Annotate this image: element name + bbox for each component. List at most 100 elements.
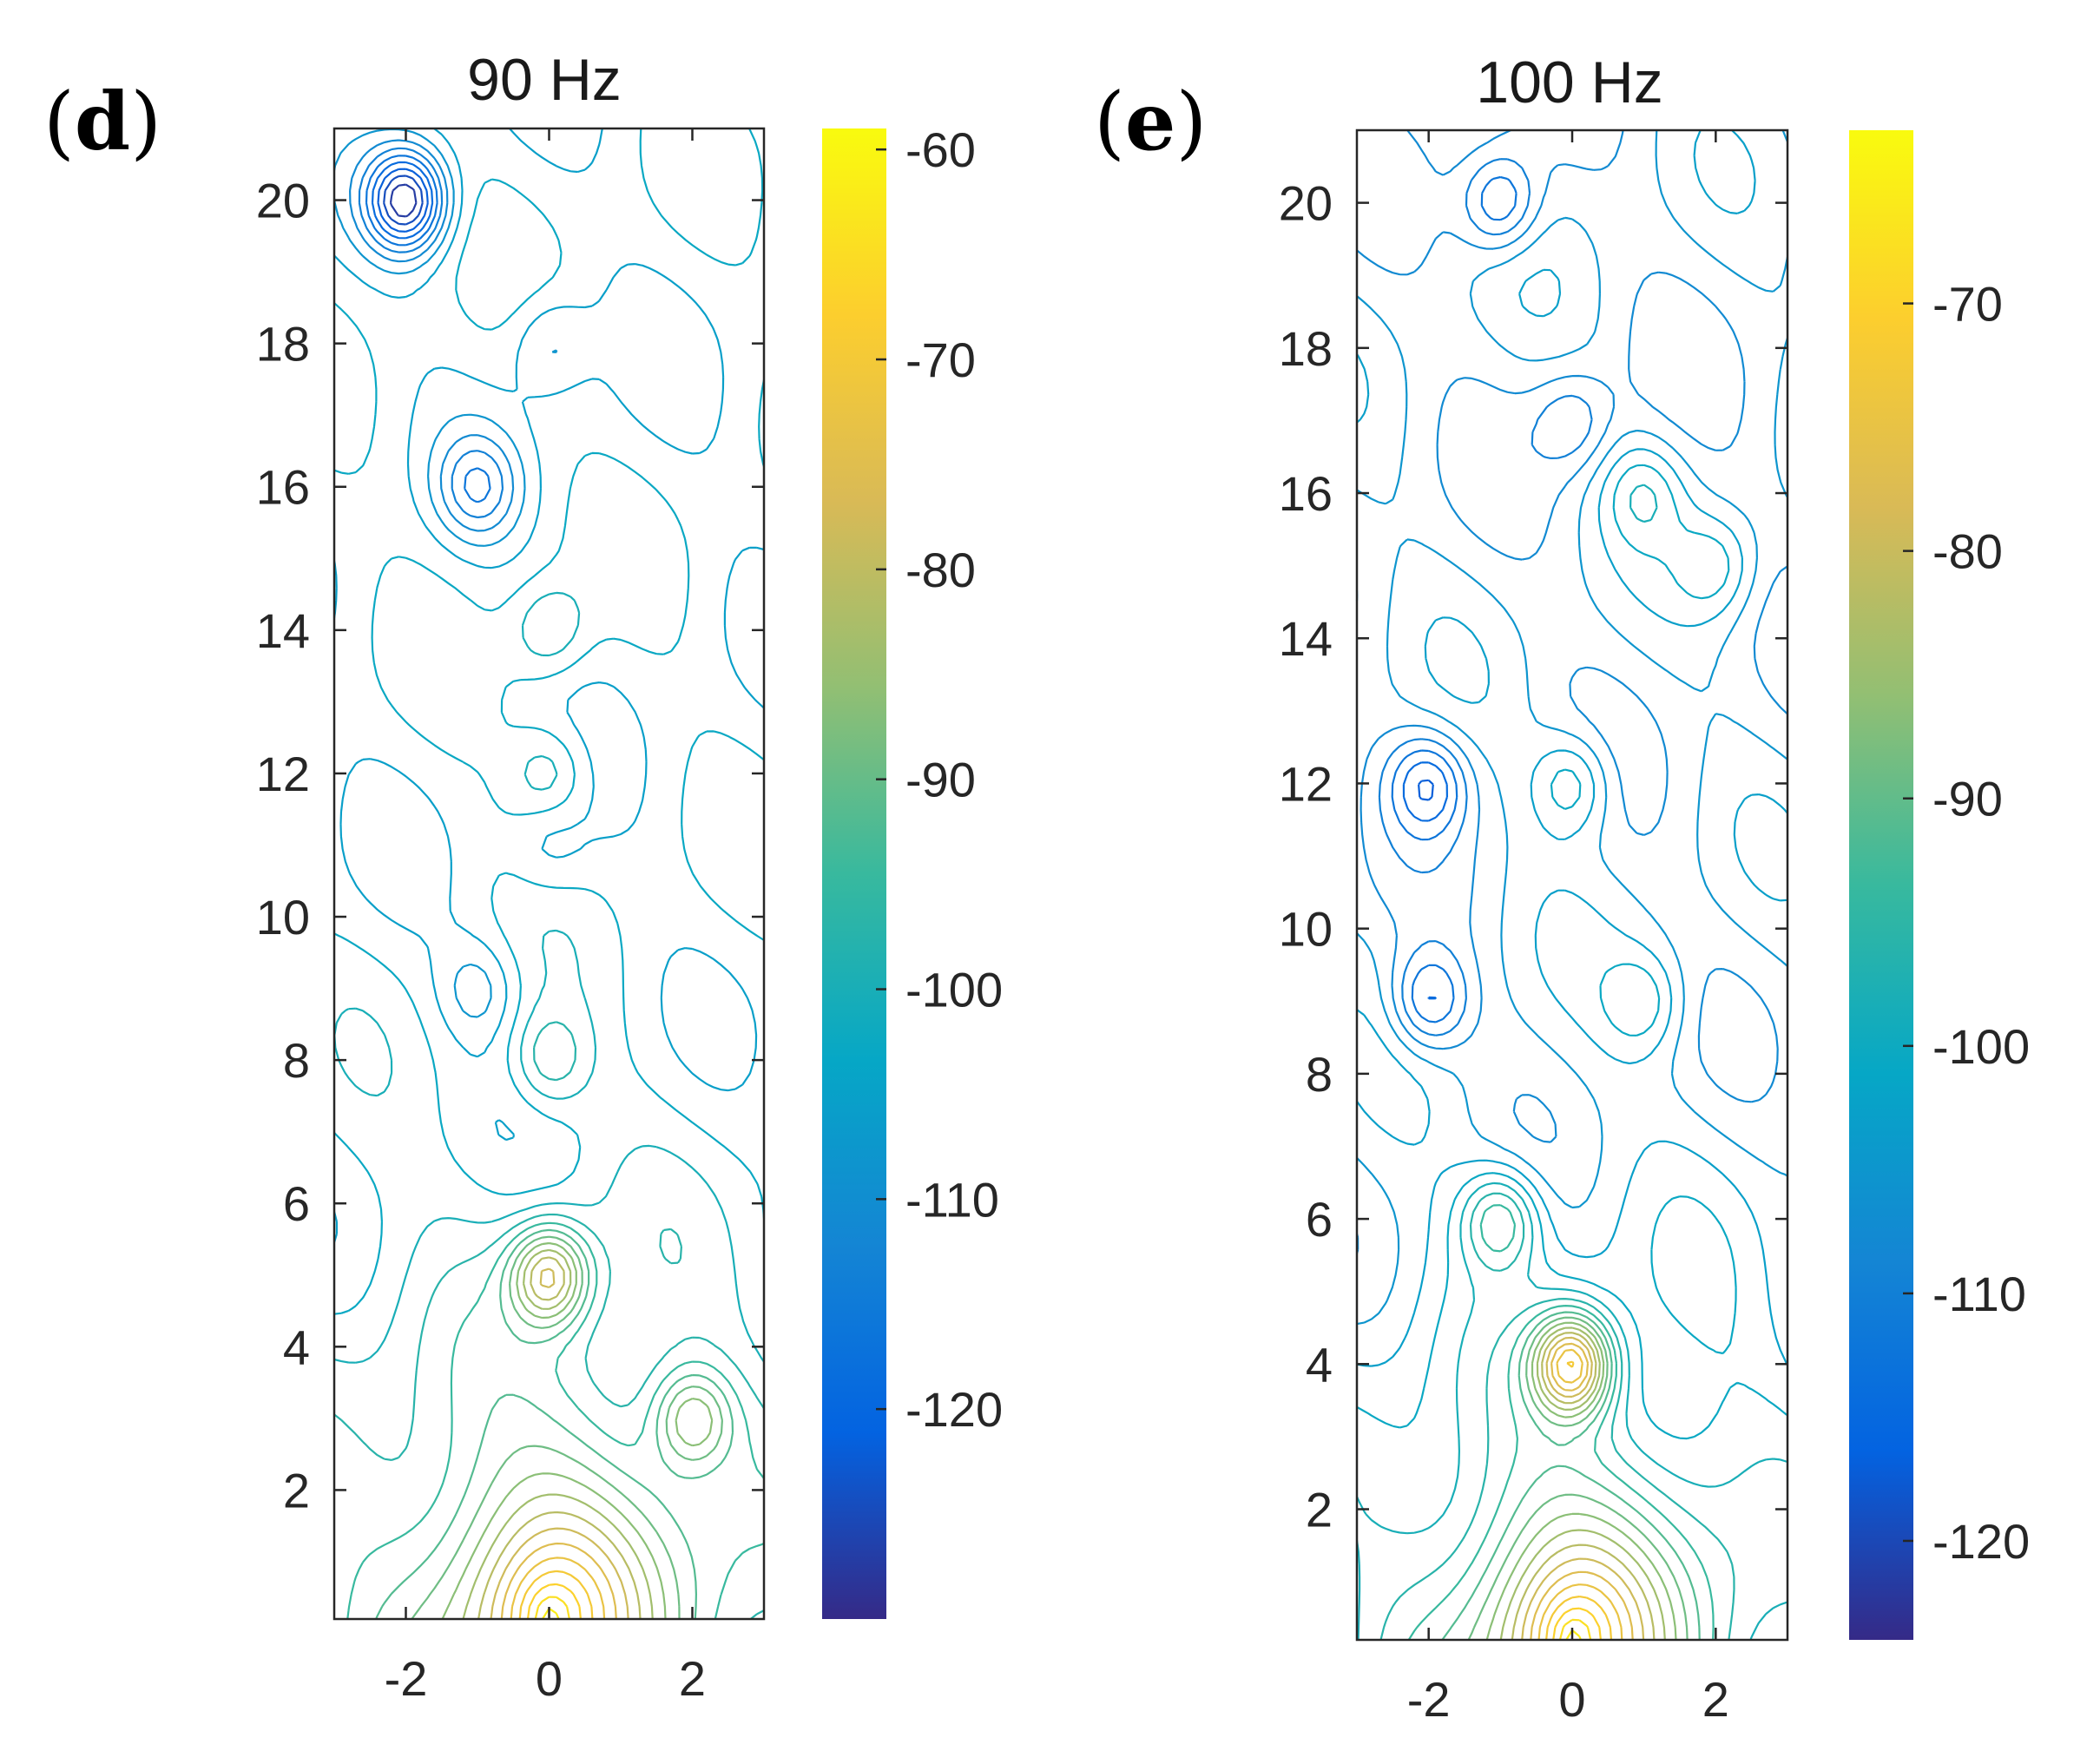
contour-line: [375, 1228, 734, 1620]
contour-line: [1530, 1342, 1634, 1641]
contour-line: [332, 128, 558, 1018]
contour-line: [1356, 464, 1788, 1440]
contour-line: [477, 1256, 642, 1620]
contour-panel-d: (d) 90 Hz -2 0 2 2 4 6 8 10 12 14 16 18 20 -60 -70 -8…: [43, 47, 1003, 1706]
contour-line: [377, 168, 429, 233]
y-tick-label: 12: [256, 747, 310, 801]
contour-line: [490, 1267, 629, 1620]
contour-line: [1378, 158, 1593, 1037]
y-tick-label: 4: [1306, 1337, 1333, 1392]
contour-line: [1552, 1607, 1602, 1641]
contour-line: [1511, 1332, 1656, 1641]
contour-line: [333, 591, 765, 1364]
colorbar-tick-label: -70: [1932, 277, 2003, 332]
contour-line: [518, 1570, 594, 1620]
colorbar-tick-label: -60: [905, 122, 976, 177]
colorbar: [1849, 130, 1913, 1640]
y-tick-label: 10: [1279, 902, 1333, 957]
y-tick-label: 8: [1306, 1047, 1333, 1102]
colorbar-ticks: -60 -70 -80 -90 -100 -110 -120: [876, 122, 1003, 1437]
contour-line: [526, 1583, 582, 1620]
y-tick-label: 4: [283, 1320, 310, 1374]
colorbar-tick-label: -120: [905, 1382, 1003, 1437]
y-tick-label: 20: [256, 174, 310, 228]
panel-label-d: (d): [43, 75, 161, 168]
contour-line: [1545, 1360, 1613, 1641]
colorbar: [822, 128, 886, 1619]
contour-line: [462, 1248, 654, 1620]
contour-line: [1485, 1321, 1677, 1641]
contour-line: [358, 147, 504, 519]
contour-line: [1355, 484, 1788, 1641]
contour-line: [365, 155, 491, 504]
x-axis: -2 0 2: [385, 128, 706, 1706]
y-tick-label: 8: [283, 1033, 310, 1088]
contour-line: [510, 1557, 606, 1620]
colorbar-tick-label: -120: [1932, 1514, 2030, 1569]
y-axis: 2 4 6 8 10 12 14 16 18 20: [1279, 176, 1787, 1537]
y-tick-label: 18: [256, 317, 310, 372]
contour-line: [1379, 1192, 1735, 1641]
contour-line: [541, 1607, 560, 1620]
colorbar-tick-label: -70: [905, 332, 976, 387]
contour-line: [1467, 1316, 1689, 1641]
contour-line: [1558, 1618, 1592, 1641]
contour-line: [1499, 1326, 1666, 1641]
contour-line: [1391, 175, 1518, 1024]
contour-line: [1537, 1348, 1623, 1641]
contour-line: [1418, 779, 1434, 801]
contour-line: [333, 128, 766, 1315]
contour-line: [349, 139, 515, 532]
contour-line: [1565, 1629, 1583, 1641]
contour-line: [1521, 1336, 1645, 1641]
contour-plot-area: [1355, 129, 1789, 1641]
y-tick-label: 14: [256, 603, 310, 658]
plot-title: 100 Hz: [1476, 49, 1662, 115]
colorbar-tick-label: -90: [905, 753, 976, 807]
contour-line: [1407, 1204, 1715, 1641]
y-tick-label: 6: [283, 1176, 310, 1231]
plot-title: 90 Hz: [467, 47, 622, 113]
colorbar-ticks: -70 -80 -90 -100 -110 -120: [1903, 277, 2030, 1569]
panel-label-e: (e): [1094, 75, 1207, 168]
x-tick-label: 0: [1558, 1672, 1585, 1727]
y-tick-label: 2: [283, 1463, 310, 1517]
x-tick-label: -2: [385, 1651, 428, 1706]
contour-line: [333, 1021, 765, 1620]
y-tick-label: 14: [1279, 611, 1333, 666]
contour-line: [371, 161, 434, 240]
contour-line: [441, 1241, 714, 1620]
contour-plot-area: [332, 128, 766, 1620]
colorbar-tick-label: -110: [1932, 1267, 2026, 1321]
contour-line: [346, 1221, 765, 1620]
x-tick-label: -2: [1407, 1672, 1451, 1727]
contour-line: [389, 183, 418, 218]
contour-line: [332, 128, 765, 1243]
contour-line: [534, 1596, 570, 1620]
contour-line: [1402, 761, 1448, 1000]
colorbar-tick-label: -110: [905, 1172, 999, 1227]
colorbar-tick-label: -90: [1932, 772, 2003, 826]
y-tick-label: 2: [1306, 1483, 1333, 1537]
y-tick-label: 6: [1306, 1192, 1333, 1247]
y-axis: 2 4 6 8 10 12 14 16 18 20: [256, 174, 764, 1517]
y-tick-label: 20: [1279, 176, 1333, 231]
axes-frame: [1355, 128, 1789, 1642]
contour-line: [383, 174, 424, 226]
contour-line: [1356, 129, 1789, 1326]
y-tick-label: 16: [256, 460, 310, 515]
colorbar-tick-label: -100: [1932, 1019, 2030, 1074]
y-tick-label: 18: [1279, 321, 1333, 376]
x-axis: -2 0 2: [1407, 130, 1729, 1727]
contour-line: [500, 1542, 617, 1620]
x-tick-label: 2: [1702, 1672, 1729, 1727]
colorbar-tick-label: -80: [1932, 524, 2003, 579]
x-tick-label: 2: [679, 1651, 706, 1706]
axes-frame: [332, 127, 766, 1621]
x-tick-label: 0: [536, 1651, 563, 1706]
colorbar-tick-label: -80: [905, 543, 976, 597]
y-tick-label: 12: [1279, 756, 1333, 811]
colorbar-tick-label: -100: [905, 963, 1003, 1017]
